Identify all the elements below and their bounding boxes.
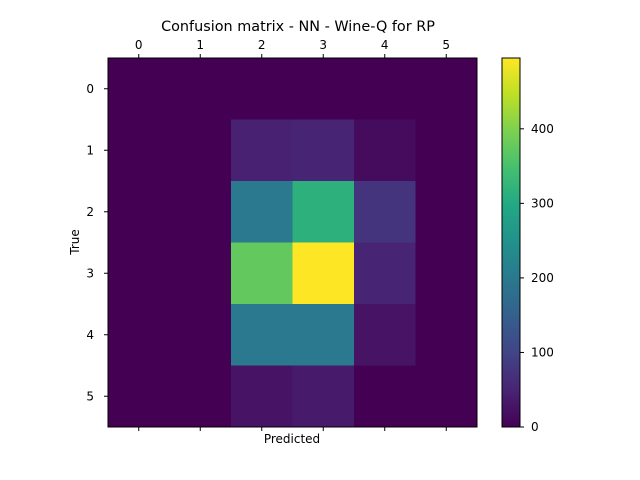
heatmap-cell-0-5 [415,58,478,120]
heatmap-cell-3-3 [292,242,355,305]
y-tick-label: 3 [86,266,94,280]
x-tick-label: 4 [381,38,389,52]
x-axis-label: Predicted [264,432,320,446]
heatmap-cell-3-5 [415,242,478,305]
heatmap-cell-4-4 [354,304,416,366]
heatmap-cell-2-5 [415,181,478,243]
heatmap-cell-5-0 [108,365,170,428]
heatmap-cell-0-0 [108,58,170,120]
heatmap-cell-1-0 [108,119,170,182]
x-axis-top-ticks: 0 1 2 3 4 5 [135,38,450,58]
x-tick-label: 2 [258,38,266,52]
x-axis-bottom-ticks [138,427,447,431]
heatmap-cell-2-0 [108,181,170,243]
y-tick-label: 0 [86,82,94,96]
heatmap-cells [108,58,478,428]
heatmap-frame [107,57,478,428]
colorbar-tick-label: 0 [531,420,539,434]
heatmap-cell-5-3 [292,365,355,428]
colorbar-ticks: 0 100 200 300 400 [520,122,554,434]
heatmap-cell-2-4 [354,181,416,243]
heatmap-cell-2-2 [231,181,293,243]
heatmap-cell-1-5 [415,119,478,182]
colorbar-tick-label: 400 [531,122,554,136]
y-tick-label: 2 [86,205,94,219]
heatmap-cell-0-3 [292,58,355,120]
y-tick-label: 5 [86,389,94,403]
heatmap-cell-4-1 [169,304,232,366]
colorbar-tick-label: 200 [531,271,554,285]
heatmap-cell-1-3 [292,119,355,182]
heatmap-cell-5-2 [231,365,293,428]
heatmap-cell-5-1 [169,365,232,428]
heatmap-cell-1-2 [231,119,293,182]
colorbar [501,57,521,428]
heatmap-cell-1-1 [169,119,232,182]
heatmap-cell-3-1 [169,242,232,305]
heatmap-cell-4-3 [292,304,355,366]
x-tick-label: 5 [442,38,450,52]
heatmap-cell-0-2 [231,58,293,120]
y-axis-label: True [68,229,82,256]
chart-title: Confusion matrix - NN - Wine-Q for RP [161,19,435,35]
heatmap-cell-2-1 [169,181,232,243]
y-tick-label: 4 [86,328,94,342]
heatmap-cell-4-2 [231,304,293,366]
heatmap-cell-0-1 [169,58,232,120]
x-tick-label: 1 [196,38,204,52]
colorbar-tick-label: 100 [531,345,554,359]
heatmap-cell-3-2 [231,242,293,305]
y-axis-ticks: 0 1 2 3 4 5 [86,82,108,403]
x-tick-label: 3 [319,38,327,52]
y-tick-label: 1 [86,143,94,157]
heatmap-cell-4-5 [415,304,478,366]
x-tick-label: 0 [135,38,143,52]
heatmap-cell-5-4 [354,365,416,428]
heatmap-cell-0-4 [354,58,416,120]
heatmap-cell-2-3 [292,181,355,243]
heatmap-cell-3-0 [108,242,170,305]
heatmap-cell-3-4 [354,242,416,305]
heatmap-cell-4-0 [108,304,170,366]
heatmap-cell-1-4 [354,119,416,182]
heatmap-cell-5-5 [415,365,478,428]
colorbar-tick-label: 300 [531,196,554,210]
